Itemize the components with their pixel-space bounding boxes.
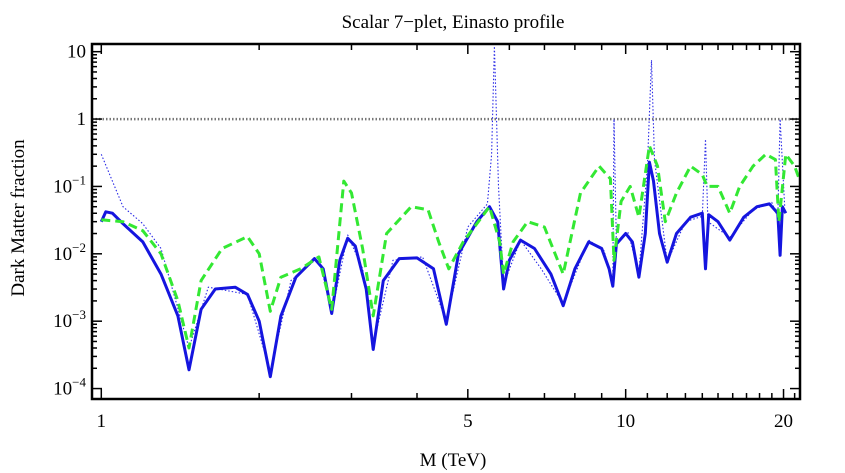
series-solid-blue — [99, 160, 788, 379]
y-tick-label: 10−1 — [53, 172, 86, 197]
y-tick-label: 10−4 — [53, 375, 86, 400]
y-tick-base: 10 — [53, 176, 72, 197]
y-tick-label: 10 — [67, 42, 86, 63]
y-axis-label: Dark Matter fraction — [8, 139, 29, 297]
y-tick-base: 1 — [77, 109, 87, 130]
y-tick-label: 10−3 — [53, 307, 86, 332]
series-layer — [92, 45, 800, 379]
y-tick-exponent: −2 — [72, 240, 86, 255]
series-dotted-blue — [100, 45, 786, 372]
x-tick-label: 20 — [774, 411, 793, 432]
x-tick-label: 1 — [97, 411, 107, 432]
ticks-layer — [92, 44, 800, 399]
series-dashed-green — [101, 144, 800, 350]
y-tick-exponent: −4 — [72, 375, 86, 390]
y-tick-label: 1 — [77, 109, 87, 130]
plot-frame — [90, 42, 802, 401]
x-tick-label: 10 — [616, 411, 635, 432]
chart-title: Scalar 7−plet, Einasto profile — [342, 12, 565, 33]
x-tick-label: 5 — [463, 411, 473, 432]
y-tick-base: 10 — [53, 244, 72, 265]
y-tick-base: 10 — [67, 42, 86, 63]
y-tick-label: 10−2 — [53, 240, 86, 265]
y-tick-base: 10 — [53, 379, 72, 400]
x-axis-label: M (TeV) — [420, 450, 487, 471]
y-tick-exponent: −3 — [72, 307, 86, 322]
y-tick-exponent: −1 — [72, 172, 86, 187]
y-tick-base: 10 — [53, 311, 72, 332]
